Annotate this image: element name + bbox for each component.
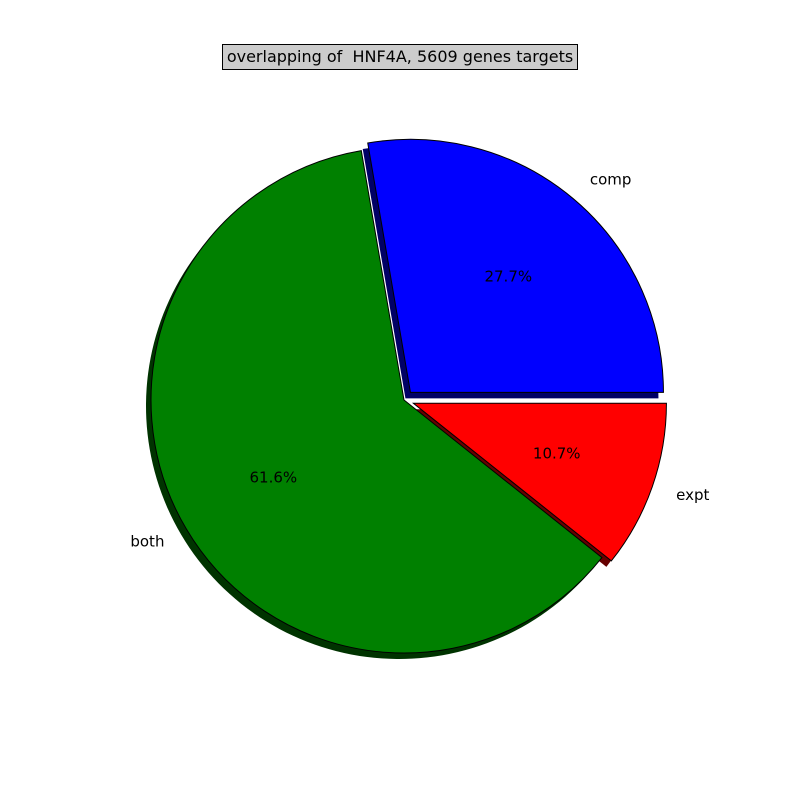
slice-label-comp: comp xyxy=(590,171,632,189)
chart-title: overlapping of HNF4A, 5609 genes targets xyxy=(221,44,579,70)
slice-wedges xyxy=(150,138,667,654)
slice-labels: comp 27.7% both 61.6% expt 10.7% xyxy=(130,171,709,551)
slice-percent-comp: 27.7% xyxy=(484,267,532,285)
slice-label-both: both xyxy=(130,533,164,551)
slice-both xyxy=(150,150,603,654)
slice-expt xyxy=(412,402,667,562)
slice-label-expt: expt xyxy=(676,486,709,504)
slice-comp xyxy=(367,138,664,393)
chart-title-box: overlapping of HNF4A, 5609 genes targets xyxy=(0,44,800,70)
slice-percent-expt: 10.7% xyxy=(533,444,581,462)
slice-percent-both: 61.6% xyxy=(250,468,298,486)
